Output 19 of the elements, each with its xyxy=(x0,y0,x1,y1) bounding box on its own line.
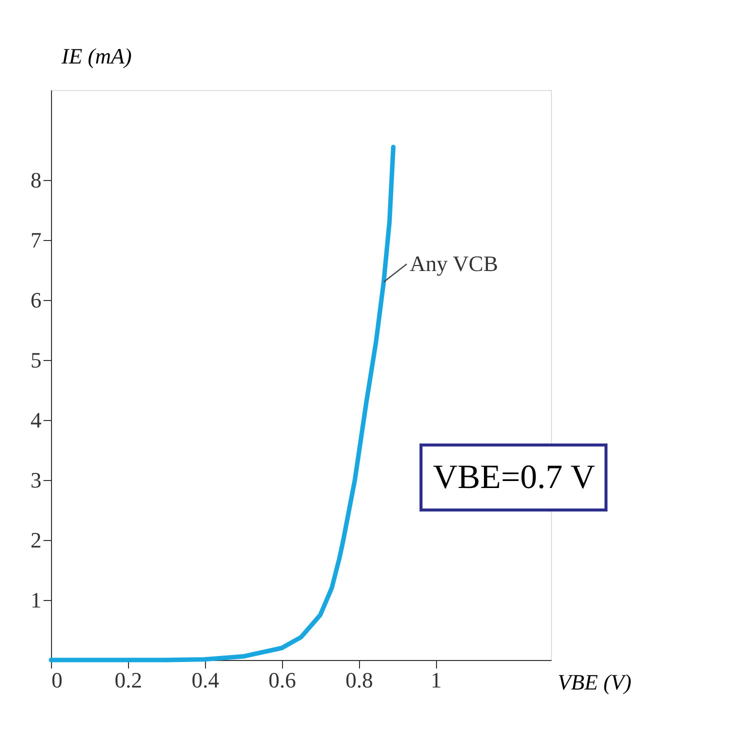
x-tick-label: 0.6 xyxy=(268,668,296,692)
x-axis-title: VBE (V) xyxy=(558,670,632,694)
y-tick-label: 8 xyxy=(30,168,42,192)
line-series xyxy=(48,144,396,662)
y-tick-label: 2 xyxy=(30,528,42,552)
x-tick-label: 0.4 xyxy=(192,668,220,692)
annotation: VBE=0.7 V xyxy=(432,459,596,496)
x-tick-label: 0.8 xyxy=(345,668,373,692)
annotation: Any VCB xyxy=(410,251,498,276)
x-tick-label: 0.2 xyxy=(114,668,142,692)
y-tick-label: 6 xyxy=(30,288,42,312)
y-tick-label: 5 xyxy=(30,348,42,372)
y-tick-label: 4 xyxy=(30,408,42,432)
x-tick-label: 1 xyxy=(430,668,442,692)
y-axis-title: IE (mA) xyxy=(60,44,132,68)
y-tick-label: 1 xyxy=(30,588,42,612)
x-tick-label: 0 xyxy=(52,668,62,692)
y-tick-label: 3 xyxy=(30,468,42,492)
y-tick-label: 7 xyxy=(30,228,42,252)
